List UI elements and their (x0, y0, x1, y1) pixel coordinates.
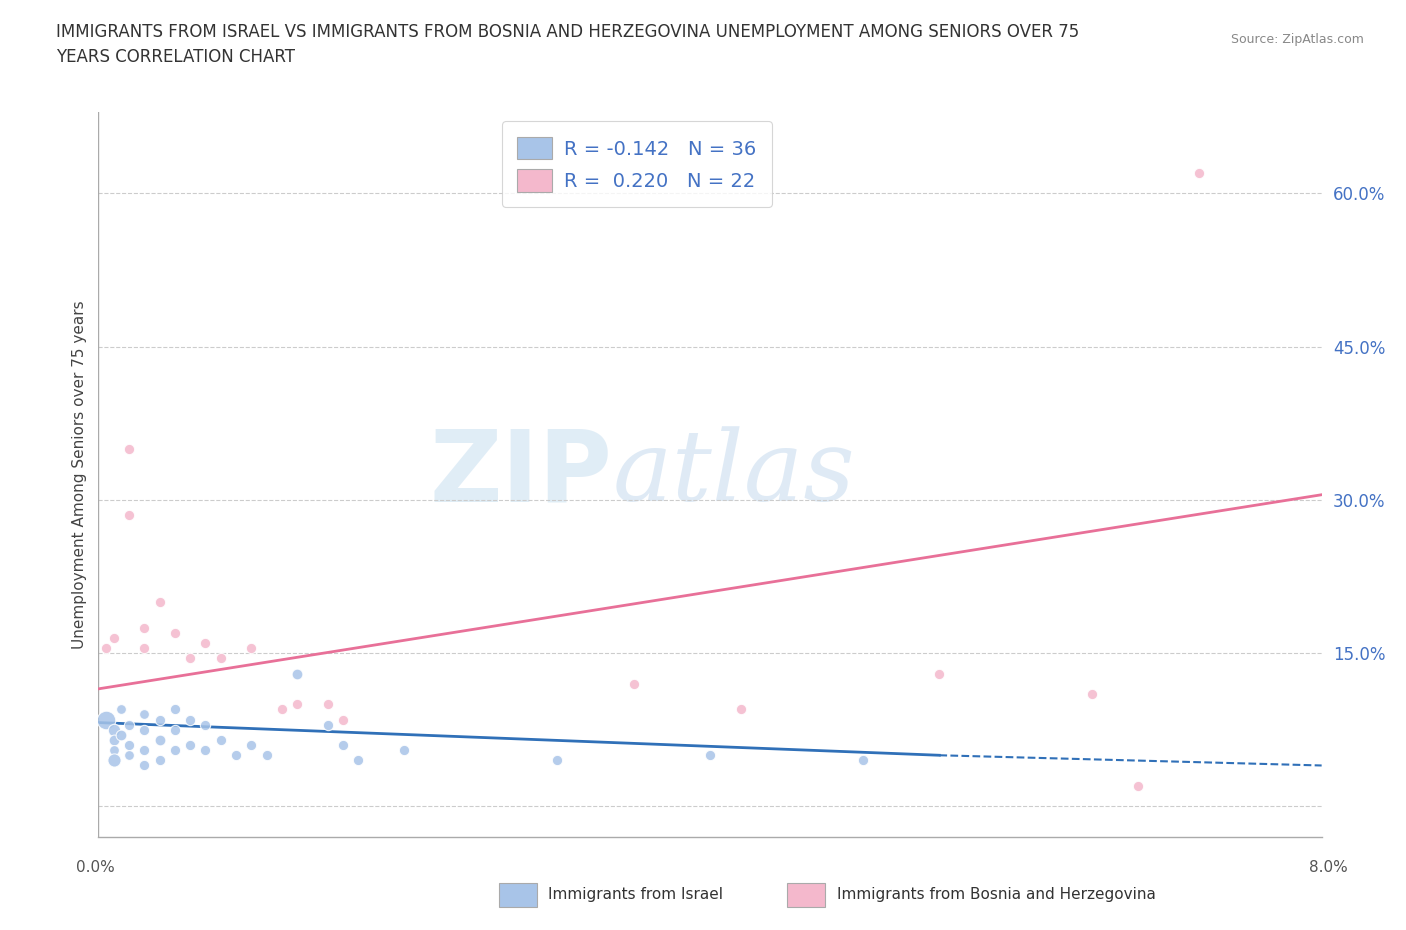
Point (103, 753, 125, 768)
Text: Immigrants from Bosnia and Herzegovina: Immigrants from Bosnia and Herzegovina (837, 887, 1156, 902)
Point (285, 666, 308, 681)
Point (194, 717, 217, 732)
Point (332, 737, 354, 752)
Point (94, 712, 117, 727)
Y-axis label: Unemployment Among Seniors over 75 years: Unemployment Among Seniors over 75 years (72, 300, 87, 648)
Point (94, 641, 117, 656)
Point (118, 508, 141, 523)
Point (316, 717, 339, 732)
Point (392, 743, 416, 758)
Point (1188, 166, 1211, 180)
Point (240, 641, 263, 656)
Point (149, 712, 172, 727)
Point (149, 594, 172, 609)
Point (179, 737, 201, 752)
Point (163, 743, 186, 758)
Point (134, 641, 156, 656)
Point (163, 723, 186, 737)
Point (134, 620, 156, 635)
Point (332, 712, 354, 727)
Point (194, 743, 217, 758)
Point (546, 753, 568, 768)
Point (194, 635, 217, 650)
Text: Immigrants from Israel: Immigrants from Israel (548, 887, 723, 902)
Point (270, 702, 294, 717)
Point (240, 737, 263, 752)
Text: atlas: atlas (612, 427, 855, 522)
Point (209, 651, 232, 666)
Point (730, 702, 752, 717)
Point (699, 748, 721, 763)
Point (118, 737, 141, 752)
Point (928, 666, 950, 681)
Point (852, 753, 875, 768)
Point (225, 748, 247, 763)
Point (118, 442, 141, 457)
Text: 0.0%: 0.0% (76, 860, 115, 875)
Point (163, 702, 186, 717)
Point (1081, 686, 1104, 701)
Text: YEARS CORRELATION CHART: YEARS CORRELATION CHART (56, 48, 295, 66)
Point (149, 753, 172, 768)
Point (134, 743, 156, 758)
Text: Source: ZipAtlas.com: Source: ZipAtlas.com (1230, 33, 1364, 46)
Point (256, 748, 278, 763)
Point (1128, 778, 1150, 793)
Text: ZIP: ZIP (429, 426, 612, 523)
Legend: R = -0.142   N = 36, R =  0.220   N = 22: R = -0.142 N = 36, R = 0.220 N = 22 (502, 121, 772, 207)
Text: IMMIGRANTS FROM ISRAEL VS IMMIGRANTS FROM BOSNIA AND HERZEGOVINA UNEMPLOYMENT AM: IMMIGRANTS FROM ISRAEL VS IMMIGRANTS FRO… (56, 23, 1080, 41)
Point (347, 753, 370, 768)
Point (134, 758, 156, 773)
Point (103, 743, 125, 758)
Text: 8.0%: 8.0% (1309, 860, 1348, 875)
Point (103, 723, 125, 737)
Point (149, 733, 172, 748)
Point (110, 727, 132, 742)
Point (134, 707, 156, 722)
Point (134, 723, 156, 737)
Point (118, 717, 141, 732)
Point (623, 676, 645, 691)
Point (179, 712, 201, 727)
Point (118, 748, 141, 763)
Point (110, 702, 132, 717)
Point (103, 631, 125, 645)
Point (209, 733, 232, 748)
Point (285, 697, 308, 711)
Point (103, 733, 125, 748)
Point (163, 625, 186, 640)
Point (316, 697, 339, 711)
Point (179, 651, 201, 666)
